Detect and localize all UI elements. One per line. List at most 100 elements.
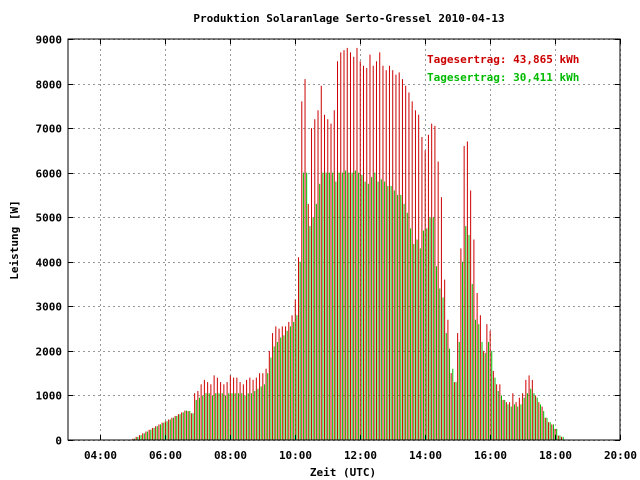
bar-1-103 [468, 235, 470, 440]
bar-1-123 [533, 393, 535, 440]
bar-1-12 [173, 417, 175, 440]
bar-0-82 [398, 72, 400, 441]
bar-0-128 [548, 422, 550, 440]
bar-0-115 [505, 402, 507, 440]
bar-1-75 [377, 181, 379, 440]
bar-0-107 [479, 315, 481, 440]
bar-0-25 [213, 375, 215, 440]
bar-0-99 [453, 382, 455, 440]
bar-0-109 [486, 324, 488, 440]
bar-0-2 [138, 435, 140, 440]
bar-1-116 [510, 406, 512, 440]
bar-1-70 [361, 174, 363, 440]
bar-0-48 [288, 321, 290, 440]
bar-0-47 [285, 326, 287, 440]
annotation-tagesertrag-green: Tagesertrag: 30,411 kWh [427, 71, 579, 84]
x-tick-label-6: 16:00 [474, 449, 507, 462]
bar-1-52 [302, 172, 304, 441]
bar-0-10 [164, 421, 166, 440]
bar-0-86 [411, 101, 413, 440]
bar-1-56 [315, 203, 317, 440]
bar-0-44 [275, 326, 277, 440]
bar-1-27 [221, 393, 223, 440]
bar-0-84 [405, 85, 407, 440]
bar-0-104 [470, 190, 472, 440]
bar-0-59 [324, 114, 326, 441]
bar-1-83 [403, 203, 405, 440]
bar-1-122 [530, 388, 532, 440]
bar-0-36 [249, 377, 251, 440]
y-tick-label-8: 8000 [36, 79, 63, 92]
bar-0-19 [194, 393, 196, 440]
bar-1-73 [371, 177, 373, 440]
bar-0-11 [168, 419, 170, 440]
bar-1-64 [341, 172, 343, 441]
bar-1-16 [186, 410, 188, 440]
bar-0-97 [447, 319, 449, 440]
bar-0-23 [207, 382, 209, 440]
bar-1-37 [254, 390, 256, 440]
bar-0-67 [349, 52, 351, 441]
bar-0-26 [216, 377, 218, 440]
bar-0-43 [272, 333, 274, 440]
axis-ticks: 04:00 06:00 08:00 10:00 12:00 14:00 16:00 18:00… [36, 34, 638, 463]
bar-0-95 [440, 197, 442, 440]
bar-0-61 [330, 123, 332, 440]
bar-0-102 [463, 145, 465, 440]
bar-0-31 [233, 377, 235, 440]
bar-0-56 [314, 119, 316, 440]
y-tick-label-7: 7000 [36, 123, 63, 136]
bar-1-105 [475, 319, 477, 440]
bar-1-33 [241, 393, 243, 440]
bar-1-57 [319, 183, 321, 440]
bar-1-80 [393, 190, 395, 440]
bar-1-79 [390, 186, 392, 440]
bar-1-109 [487, 341, 489, 440]
bar-1-106 [478, 324, 480, 440]
bar-0-14 [177, 414, 179, 440]
y-tick-label-0: 0 [55, 435, 62, 448]
bar-1-58 [322, 172, 324, 441]
x-tick-label-1: 06:00 [149, 449, 182, 462]
bar-1-54 [309, 226, 311, 440]
bar-1-61 [332, 172, 334, 441]
bar-1-36 [250, 393, 252, 440]
bar-0-117 [512, 393, 514, 440]
bar-0-130 [554, 428, 556, 440]
bar-0-52 [301, 101, 303, 440]
bar-1-84 [406, 212, 408, 440]
bar-0-42 [268, 350, 270, 440]
bar-0-124 [535, 395, 537, 440]
bar-1-72 [367, 183, 369, 440]
bar-0-93 [434, 125, 436, 440]
bar-0-9 [161, 422, 163, 440]
bar-1-121 [526, 393, 528, 440]
bar-1-25 [215, 393, 217, 440]
bar-0-72 [366, 67, 368, 441]
bar-1-87 [416, 239, 418, 440]
bar-1-130 [556, 428, 558, 440]
bar-1-0 [134, 438, 136, 440]
bar-0-98 [450, 373, 452, 440]
bar-0-123 [531, 379, 533, 440]
bar-0-33 [239, 382, 241, 440]
bar-0-28 [223, 384, 225, 440]
bar-0-129 [551, 424, 553, 440]
bar-0-22 [203, 379, 205, 440]
bar-1-95 [442, 297, 444, 440]
bar-0-127 [544, 417, 546, 440]
bar-0-53 [304, 79, 306, 440]
chart-title: Produktion Solaranlage Serto-Gressel 201… [193, 12, 504, 25]
bar-1-47 [286, 330, 288, 440]
bar-1-40 [263, 384, 265, 440]
bar-0-89 [421, 137, 423, 440]
bar-1-129 [552, 424, 554, 440]
bar-1-108 [484, 353, 486, 440]
bar-0-13 [174, 415, 176, 440]
bar-1-94 [439, 288, 441, 440]
bar-1-39 [260, 386, 262, 440]
bar-1-82 [400, 194, 402, 440]
bar-0-50 [294, 299, 296, 440]
bar-1-2 [140, 435, 142, 440]
bar-1-88 [419, 248, 421, 440]
